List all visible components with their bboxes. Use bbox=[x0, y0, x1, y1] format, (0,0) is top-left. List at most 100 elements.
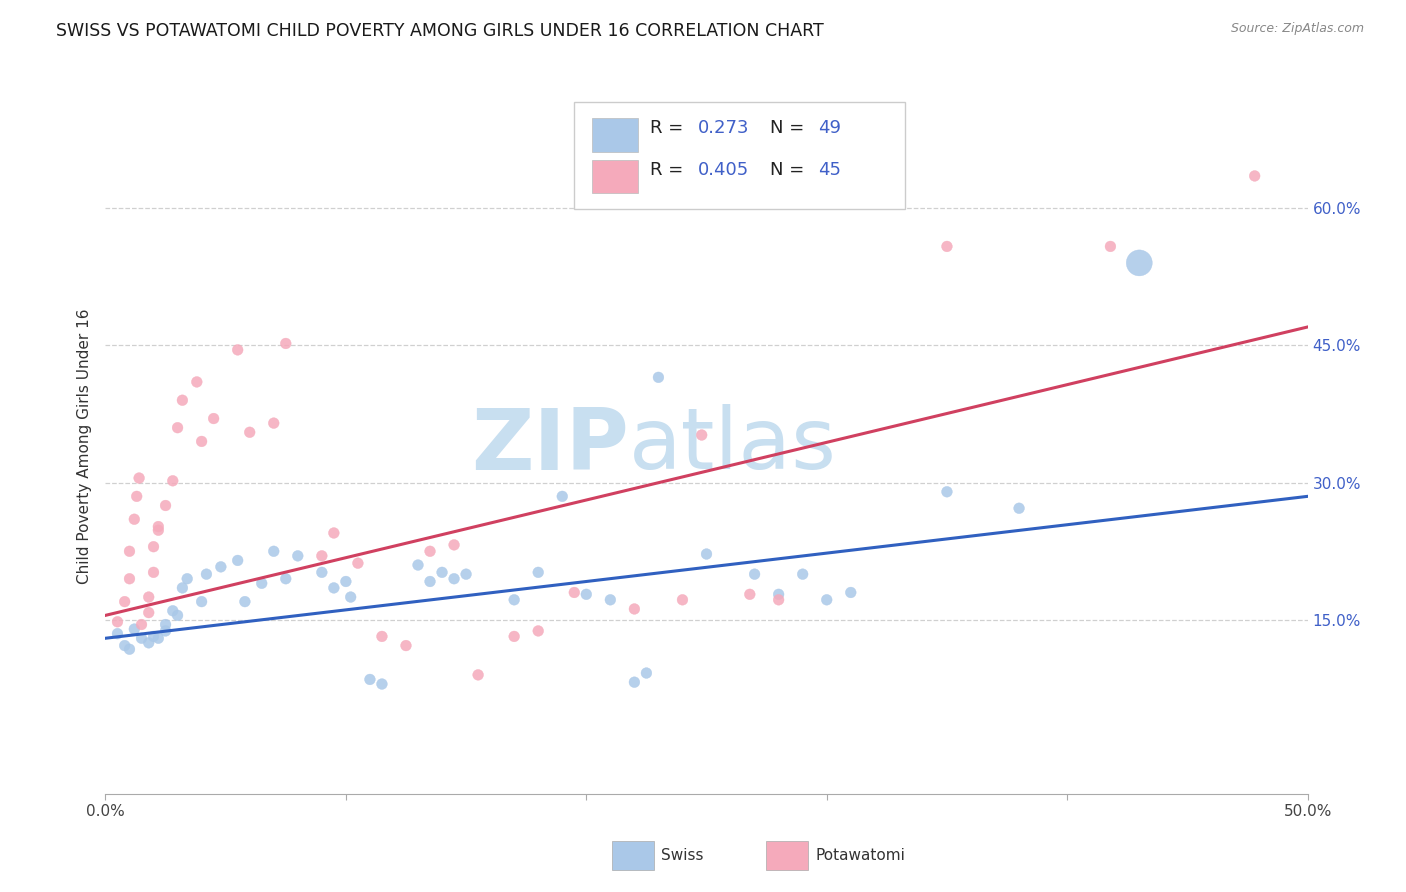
Point bbox=[114, 639, 136, 653]
Point bbox=[287, 549, 309, 563]
Point bbox=[768, 592, 790, 607]
Point bbox=[155, 499, 177, 513]
Point bbox=[202, 411, 225, 425]
Text: 49: 49 bbox=[818, 119, 841, 137]
Point bbox=[138, 590, 160, 604]
Point bbox=[166, 608, 188, 623]
Point bbox=[503, 592, 526, 607]
Point bbox=[419, 574, 441, 589]
Point bbox=[467, 668, 489, 682]
Point bbox=[155, 617, 177, 632]
Point bbox=[503, 629, 526, 643]
Point bbox=[744, 567, 766, 582]
Point bbox=[226, 553, 249, 567]
Point bbox=[936, 484, 959, 499]
Point bbox=[636, 666, 658, 681]
Point bbox=[339, 590, 361, 604]
Point bbox=[562, 585, 585, 599]
Text: N =: N = bbox=[770, 119, 810, 137]
Point bbox=[839, 585, 862, 599]
Point bbox=[359, 673, 381, 687]
Point bbox=[263, 544, 285, 558]
Text: N =: N = bbox=[770, 161, 810, 178]
Point bbox=[226, 343, 249, 357]
FancyBboxPatch shape bbox=[592, 160, 638, 194]
Point bbox=[209, 559, 232, 574]
Point bbox=[696, 547, 718, 561]
Point bbox=[148, 632, 170, 646]
Point bbox=[162, 474, 184, 488]
Point bbox=[138, 636, 160, 650]
Point bbox=[443, 572, 465, 586]
Point bbox=[239, 425, 262, 440]
Point bbox=[263, 416, 285, 430]
Point bbox=[690, 428, 713, 442]
Point bbox=[118, 642, 141, 657]
Text: 0.273: 0.273 bbox=[699, 119, 749, 137]
Point bbox=[138, 606, 160, 620]
Y-axis label: Child Poverty Among Girls Under 16: Child Poverty Among Girls Under 16 bbox=[76, 309, 91, 583]
Point bbox=[176, 572, 198, 586]
Point bbox=[107, 615, 129, 629]
Point bbox=[1243, 169, 1265, 183]
Point bbox=[155, 624, 177, 638]
Text: R =: R = bbox=[650, 161, 689, 178]
Text: SWISS VS POTAWATOMI CHILD POVERTY AMONG GIRLS UNDER 16 CORRELATION CHART: SWISS VS POTAWATOMI CHILD POVERTY AMONG … bbox=[56, 22, 824, 40]
Point bbox=[114, 594, 136, 608]
Point bbox=[118, 544, 141, 558]
Point bbox=[419, 544, 441, 558]
Point bbox=[107, 626, 129, 640]
Point bbox=[118, 572, 141, 586]
Point bbox=[142, 566, 165, 580]
Point bbox=[1008, 501, 1031, 516]
Point bbox=[190, 434, 212, 449]
Point bbox=[395, 639, 418, 653]
Point bbox=[186, 375, 208, 389]
Point bbox=[131, 632, 153, 646]
Point bbox=[311, 549, 333, 563]
Point bbox=[335, 574, 357, 589]
Point bbox=[738, 587, 761, 601]
Point bbox=[430, 566, 453, 580]
Point bbox=[128, 471, 150, 485]
Point bbox=[274, 336, 297, 351]
Point bbox=[936, 239, 959, 253]
Point bbox=[527, 624, 550, 638]
Point bbox=[142, 629, 165, 643]
Point bbox=[162, 604, 184, 618]
Text: R =: R = bbox=[650, 119, 689, 137]
Point bbox=[575, 587, 598, 601]
Point bbox=[311, 566, 333, 580]
Point bbox=[1128, 256, 1150, 270]
Point bbox=[166, 420, 188, 434]
Text: Swiss: Swiss bbox=[661, 848, 703, 863]
FancyBboxPatch shape bbox=[592, 119, 638, 152]
Point bbox=[792, 567, 814, 582]
Point bbox=[322, 525, 344, 540]
Point bbox=[454, 567, 477, 582]
Point bbox=[647, 370, 669, 384]
Point bbox=[371, 629, 394, 643]
Point bbox=[172, 393, 194, 408]
Point bbox=[551, 489, 574, 503]
Point bbox=[148, 523, 170, 537]
Point bbox=[623, 675, 645, 690]
Text: 0.405: 0.405 bbox=[699, 161, 749, 178]
Point bbox=[371, 677, 394, 691]
Point bbox=[274, 572, 297, 586]
Text: Source: ZipAtlas.com: Source: ZipAtlas.com bbox=[1230, 22, 1364, 36]
Text: atlas: atlas bbox=[628, 404, 837, 488]
Point bbox=[768, 587, 790, 601]
Text: ZIP: ZIP bbox=[471, 404, 628, 488]
Point bbox=[815, 592, 838, 607]
Text: Potawatomi: Potawatomi bbox=[815, 848, 905, 863]
Point bbox=[125, 489, 148, 503]
Point bbox=[623, 602, 645, 616]
Point bbox=[250, 576, 273, 591]
Point bbox=[142, 540, 165, 554]
Point bbox=[233, 594, 256, 608]
Point bbox=[190, 594, 212, 608]
Point bbox=[443, 538, 465, 552]
Point bbox=[671, 592, 693, 607]
Point bbox=[406, 558, 429, 572]
